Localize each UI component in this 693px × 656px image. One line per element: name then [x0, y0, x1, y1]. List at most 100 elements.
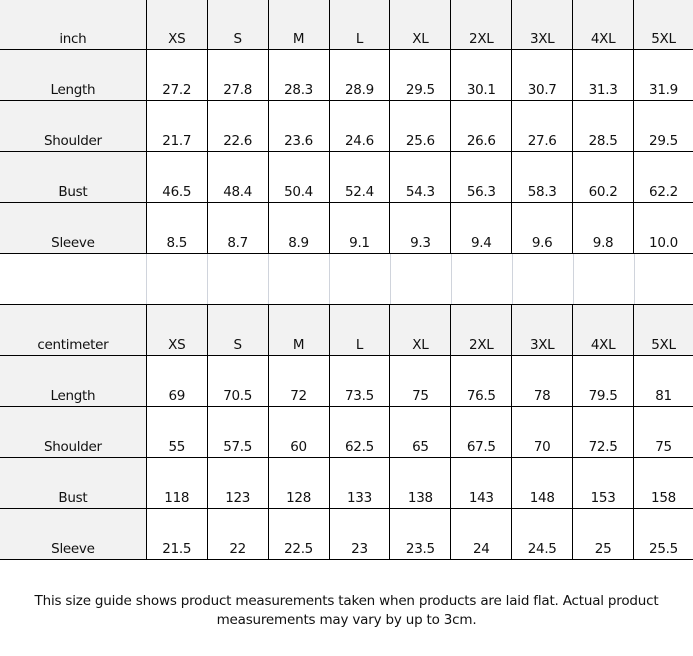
size-header: 4XL: [573, 305, 635, 355]
measurement-value: 8.5: [147, 203, 208, 253]
size-header: 2XL: [451, 305, 513, 355]
measurement-value: 9.6: [512, 203, 574, 253]
measurement-value: 30.1: [451, 50, 513, 100]
measurement-label: Bust: [0, 152, 147, 202]
measurement-value: 25.5: [649, 541, 678, 557]
measurement-value: 143: [451, 458, 513, 508]
header-row: centimeter XS S M L XL 2XL 3XL 4XL 5XL: [0, 305, 693, 356]
unit-label: inch: [0, 0, 147, 49]
spacer-cell: [269, 254, 330, 304]
measurement-value: 9.8: [573, 203, 635, 253]
measurement-value: 8.7: [208, 203, 269, 253]
measurement-value: 57.5: [208, 407, 269, 457]
measurement-value: 23: [330, 509, 391, 559]
spacer-cell: [635, 254, 693, 304]
measurement-value: 9.3: [390, 203, 452, 253]
measurement-value: 28.9: [330, 50, 391, 100]
size-guide-note: This size guide shows product measuremen…: [34, 593, 659, 628]
size-header: 3XL: [512, 0, 574, 49]
unit-label: centimeter: [0, 305, 147, 355]
measurement-value: 118: [147, 458, 208, 508]
size-header: 4XL: [573, 0, 635, 49]
size-header: M: [268, 0, 330, 49]
measurement-value: 31.3: [573, 50, 635, 100]
measurement-value: 56.3: [451, 152, 513, 202]
size-header: 3XL: [512, 305, 574, 355]
measurement-label: Bust: [0, 458, 147, 508]
spacer-cell: [452, 254, 513, 304]
measurement-value: 29.5: [390, 50, 452, 100]
size-header: XS: [146, 305, 208, 355]
measurement-value: 50.4: [269, 152, 330, 202]
measurement-label: Sleeve: [0, 203, 147, 253]
measurement-value: 46.5: [147, 152, 208, 202]
size-header: XS: [146, 0, 208, 49]
measurement-value: 27.2: [147, 50, 208, 100]
measurement-value: 28.3: [269, 50, 330, 100]
measurement-value: 69: [147, 356, 208, 406]
measurement-value: 153: [573, 458, 635, 508]
measurement-value: 79.5: [573, 356, 635, 406]
measurement-value: 28.5: [573, 101, 635, 151]
table-row: Bust 46.5 48.4 50.4 52.4 54.3 56.3 58.3 60.2 62.2: [0, 152, 693, 203]
measurement-value: 9.1: [330, 203, 391, 253]
measurement-value: 75: [655, 439, 672, 455]
measurement-value: 148: [512, 458, 574, 508]
measurement-value: 70: [512, 407, 574, 457]
measurement-label: Shoulder: [0, 101, 147, 151]
measurement-value: 58.3: [512, 152, 574, 202]
measurement-label: Length: [0, 50, 147, 100]
measurement-label: Length: [0, 356, 147, 406]
spacer-row: [0, 254, 693, 305]
measurement-value: 24: [451, 509, 513, 559]
measurement-value: 52.4: [330, 152, 391, 202]
measurement-value: 29.5: [649, 133, 678, 149]
measurement-value: 21.7: [147, 101, 208, 151]
measurement-value: 27.8: [208, 50, 269, 100]
measurement-value: 27.6: [512, 101, 574, 151]
measurement-value: 81: [655, 388, 672, 404]
spacer-cell: [330, 254, 391, 304]
measurement-value: 54.3: [390, 152, 452, 202]
size-chart: inch XS S M L XL 2XL 3XL 4XL 5XL Length 27.2 27.8 28.…: [0, 0, 693, 560]
measurement-value: 22.6: [208, 101, 269, 151]
size-header: S: [207, 305, 269, 355]
spacer-cell: [147, 254, 208, 304]
table-row: Sleeve 8.5 8.7 8.9 9.1 9.3 9.4 9.6 9.8 10.0: [0, 203, 693, 254]
size-header: L: [329, 0, 391, 49]
measurement-value: 65: [390, 407, 452, 457]
measurement-value: 72.5: [573, 407, 635, 457]
measurement-value: 26.6: [451, 101, 513, 151]
measurement-value: 73.5: [330, 356, 391, 406]
spacer-cell: [513, 254, 574, 304]
size-header: 2XL: [451, 0, 513, 49]
measurement-value: 67.5: [451, 407, 513, 457]
measurement-value: 158: [651, 490, 676, 506]
table-row: Length 69 70.5 72 73.5 75 76.5 78 79.5 81: [0, 356, 693, 407]
measurement-value: 31.9: [649, 82, 678, 98]
measurement-value: 25: [573, 509, 635, 559]
size-header: L: [329, 305, 391, 355]
measurement-value: 9.4: [451, 203, 513, 253]
size-header: M: [268, 305, 330, 355]
spacer-cell: [391, 254, 452, 304]
measurement-value: 72: [269, 356, 330, 406]
measurement-value: 24.6: [330, 101, 391, 151]
measurement-value: 8.9: [269, 203, 330, 253]
table-row: Bust 118 123 128 133 138 143 148 153 158: [0, 458, 693, 509]
measurement-value: 62.5: [330, 407, 391, 457]
size-header: XL: [390, 0, 452, 49]
size-header: 5XL: [634, 305, 693, 355]
measurement-value: 138: [390, 458, 452, 508]
measurement-value: 23.6: [269, 101, 330, 151]
measurement-value: 21.5: [147, 509, 208, 559]
measurement-value: 60: [269, 407, 330, 457]
table-row: Sleeve 21.5 22 22.5 23 23.5 24 24.5 25 25.5: [0, 509, 693, 560]
size-header: XL: [390, 305, 452, 355]
measurement-value: 133: [330, 458, 391, 508]
measurement-value: 25.6: [390, 101, 452, 151]
header-row: inch XS S M L XL 2XL 3XL 4XL 5XL: [0, 0, 693, 50]
measurement-value: 60.2: [573, 152, 635, 202]
measurement-value: 123: [208, 458, 269, 508]
size-header: S: [207, 0, 269, 49]
